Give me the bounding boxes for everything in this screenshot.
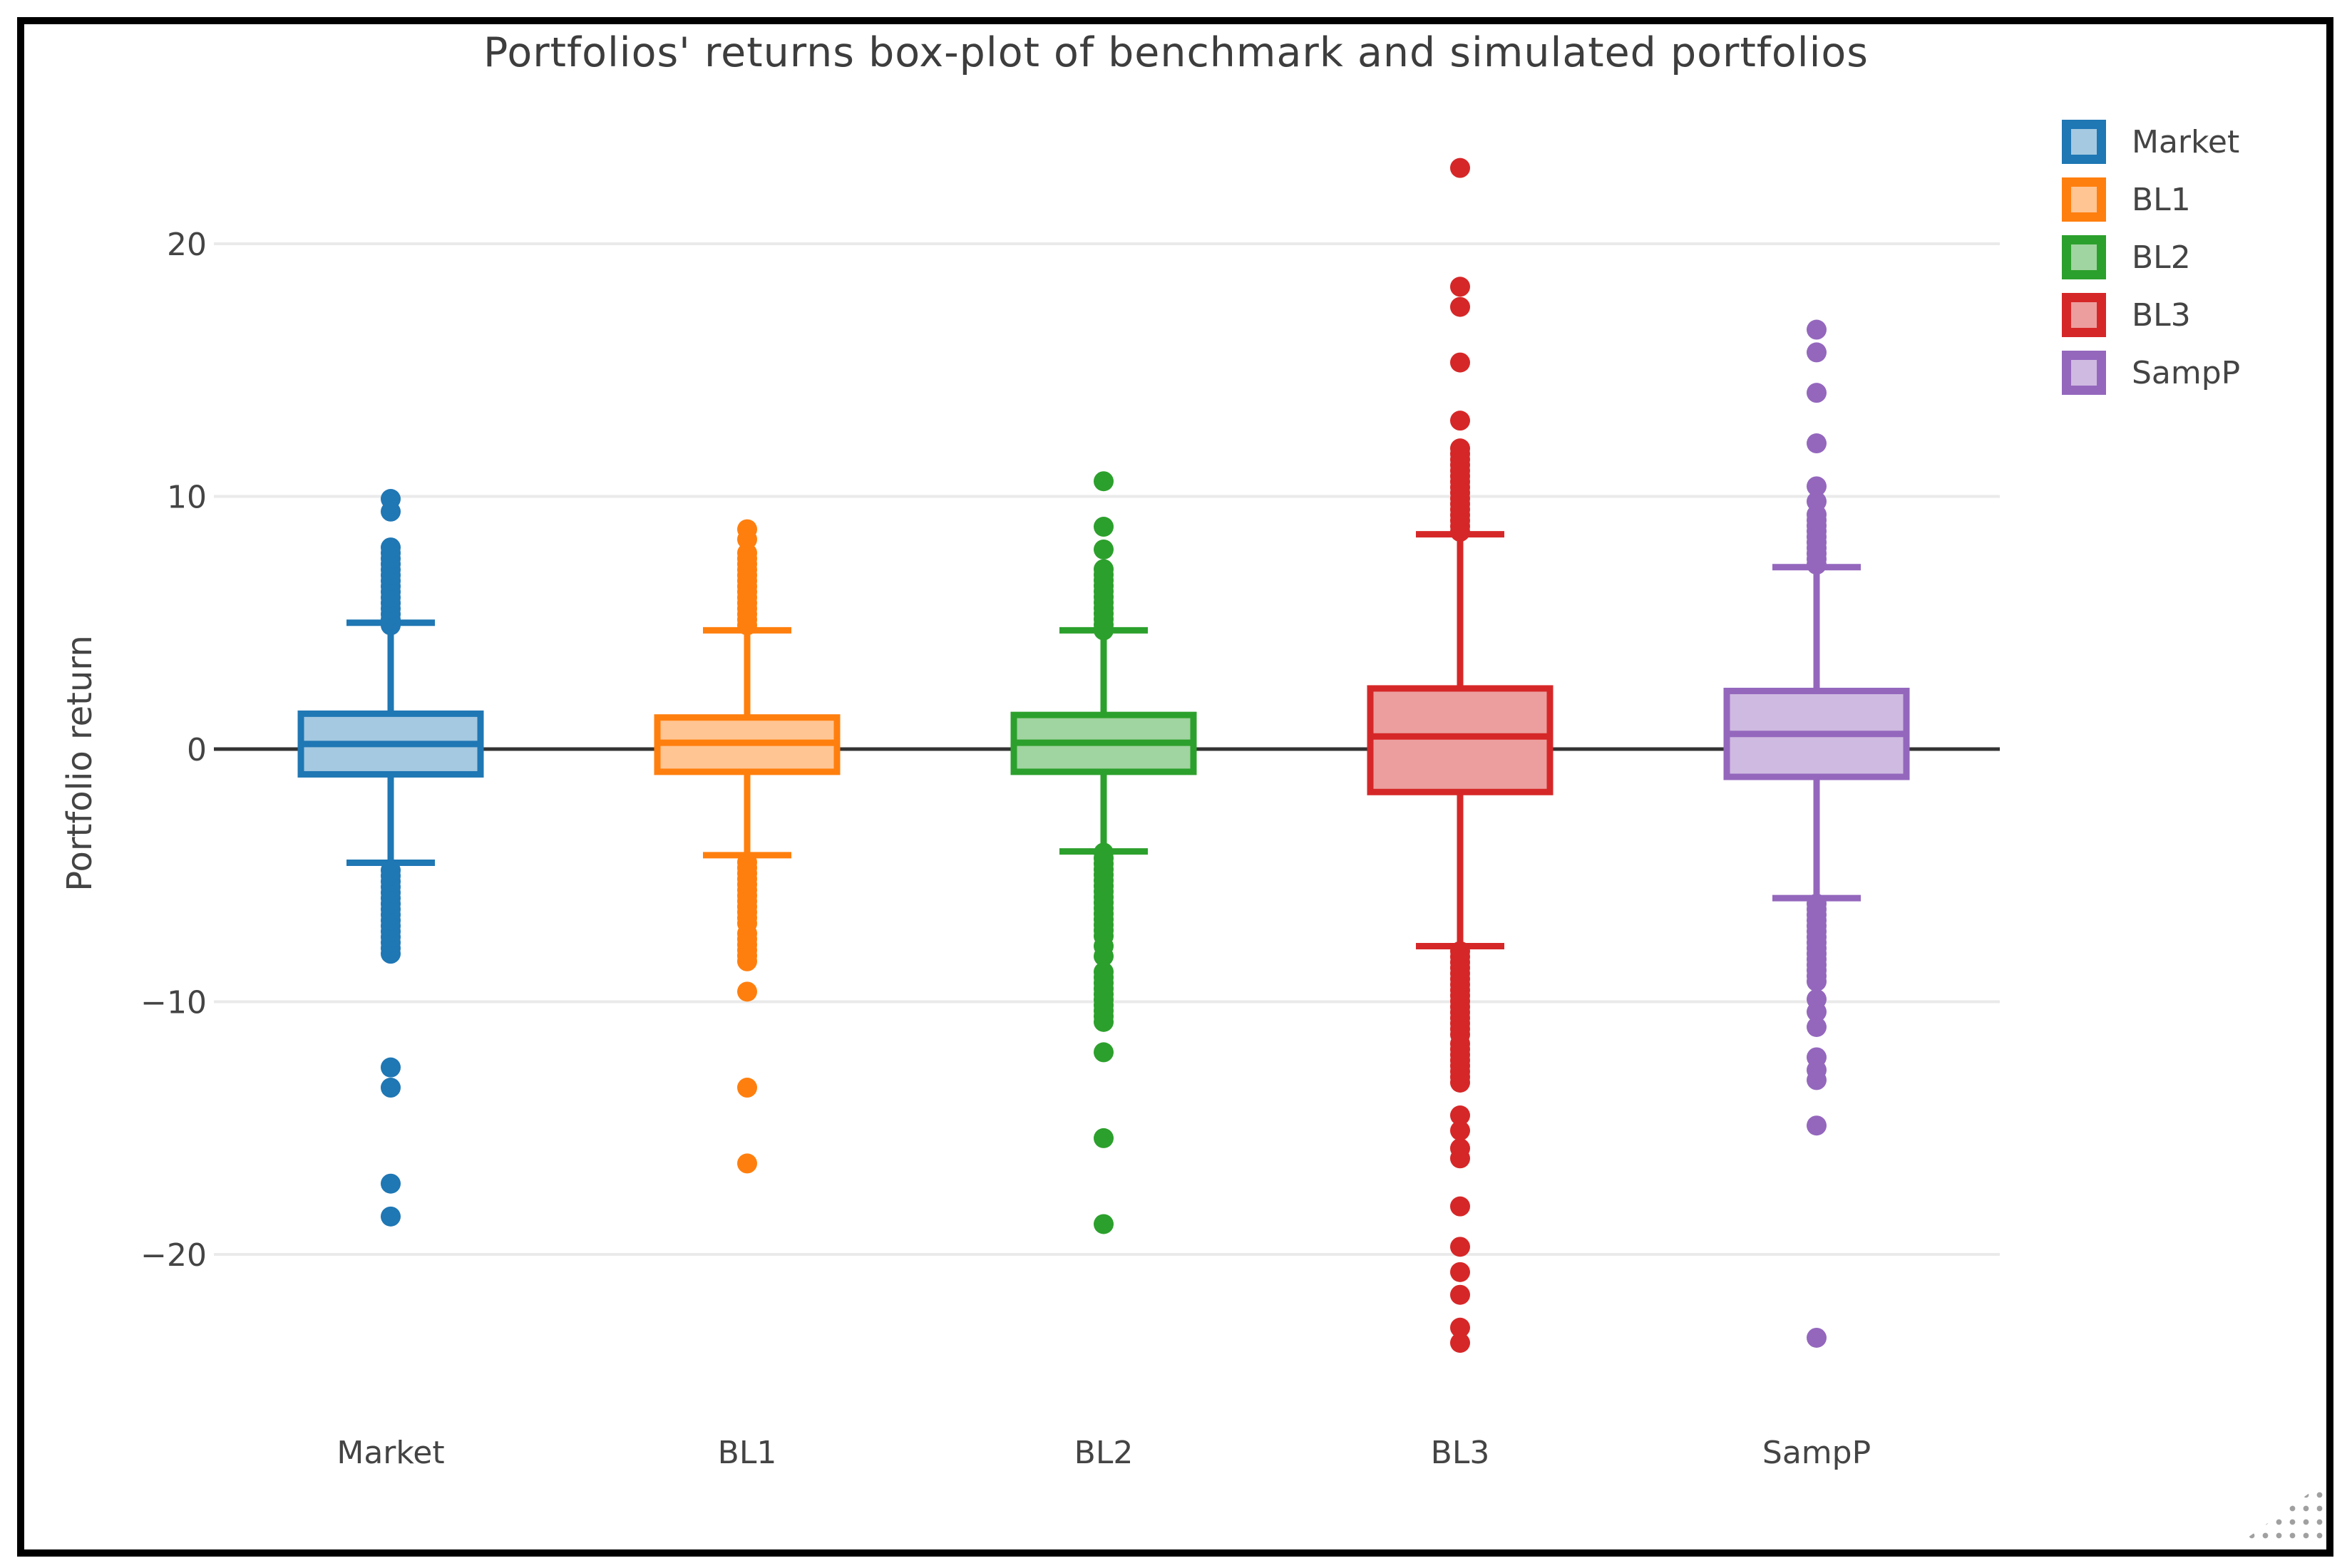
y-axis-title: Portfolio return [60, 635, 100, 892]
outlier-dot [1450, 1333, 1470, 1353]
outlier-dot [1807, 1327, 1827, 1348]
outlier-dot [1450, 158, 1470, 178]
outlier-dot [1450, 1033, 1470, 1054]
outlier-dot [1450, 277, 1470, 297]
box-bl3[interactable] [1367, 158, 1554, 1353]
outlier-dot [1094, 1128, 1114, 1148]
outlier-dot [381, 860, 401, 881]
legend-label: BL2 [2132, 239, 2191, 276]
outlier-dot [737, 981, 757, 1002]
outlier-dot [1094, 471, 1114, 492]
y-tick-label: 0 [187, 732, 207, 768]
box-market[interactable] [297, 489, 484, 1227]
legend-swatch-icon [2062, 293, 2106, 337]
outlier-dot [1450, 296, 1470, 317]
outlier-dot [1094, 517, 1114, 537]
window-frame [17, 17, 2333, 1557]
outlier-dot [381, 1206, 401, 1227]
y-tick-label: 20 [167, 227, 207, 263]
outlier-dot [381, 1078, 401, 1098]
outlier-dot [1450, 1120, 1470, 1141]
outlier-dot [737, 852, 757, 872]
legend-label: Market [2132, 123, 2240, 160]
outlier-dot [1450, 1196, 1470, 1217]
outlier-dot [1094, 559, 1114, 579]
outlier-dot [1807, 1115, 1827, 1136]
outlier-dot [1094, 961, 1114, 982]
outlier-dot [1807, 433, 1827, 454]
outlier-dot [1450, 1262, 1470, 1282]
x-tick-label-bl1: BL1 [718, 1435, 777, 1471]
box-sampp[interactable] [1723, 319, 1910, 1348]
outlier-dot [1094, 1042, 1114, 1063]
outlier-dot [1807, 1070, 1827, 1090]
outlier-dot [1450, 1237, 1470, 1257]
legend-label: SampP [2132, 354, 2241, 391]
outlier-dot [737, 542, 757, 563]
outlier-dot [1450, 352, 1470, 373]
outlier-dot [1450, 1148, 1470, 1169]
box-bl1[interactable] [654, 519, 841, 1174]
legend-item-bl2[interactable]: BL2 [2062, 235, 2240, 279]
outlier-dot [1094, 946, 1114, 966]
outlier-dot [1094, 842, 1114, 863]
outlier-dot [737, 1078, 757, 1098]
y-tick-label: −10 [140, 985, 207, 1021]
legend: Market BL1 BL2 BL3 SampP [2062, 120, 2240, 408]
outlier-dot [381, 1173, 401, 1194]
legend-swatch-icon [2062, 351, 2106, 395]
legend-label: BL1 [2132, 181, 2191, 218]
legend-swatch-icon [2062, 120, 2106, 164]
chart-title: Portfolios' returns box-plot of benchmar… [483, 29, 1869, 76]
legend-item-bl3[interactable]: BL3 [2062, 293, 2240, 337]
legend-label: BL3 [2132, 296, 2191, 334]
outlier-dot [1807, 342, 1827, 363]
outlier-dot [1807, 476, 1827, 497]
outlier-dot [1807, 1001, 1827, 1022]
iqr-box [1367, 685, 1554, 795]
outlier-dot [1807, 319, 1827, 340]
legend-item-market[interactable]: Market [2062, 120, 2240, 164]
x-tick-label-market: Market [337, 1435, 444, 1471]
outlier-dot [1450, 1284, 1470, 1305]
legend-swatch-icon [2062, 177, 2106, 222]
outlier-dot [1450, 1105, 1470, 1126]
y-tick-label: −20 [140, 1237, 207, 1274]
legend-item-sampp[interactable]: SampP [2062, 351, 2240, 395]
outlier-dot [381, 537, 401, 558]
outlier-dot [381, 1057, 401, 1078]
outlier-dot [737, 923, 757, 944]
outlier-dot [1450, 411, 1470, 431]
outlier-dot [1807, 893, 1827, 914]
x-tick-label-bl3: BL3 [1431, 1435, 1490, 1471]
outlier-dot [1094, 1214, 1114, 1234]
y-tick-label: 10 [167, 480, 207, 516]
outlier-dot [1807, 505, 1827, 525]
outlier-dot [1807, 1016, 1827, 1037]
outlier-dot [1450, 941, 1470, 961]
x-tick-label-bl2: BL2 [1074, 1435, 1134, 1471]
outlier-dot [1450, 1317, 1470, 1338]
outlier-dot [381, 501, 401, 522]
legend-swatch-icon [2062, 235, 2106, 279]
outlier-dot [737, 1153, 757, 1174]
outlier-dot [1450, 438, 1470, 459]
outlier-dot [1094, 539, 1114, 559]
legend-item-bl1[interactable]: BL1 [2062, 177, 2240, 222]
x-tick-label-sampp: SampP [1762, 1435, 1871, 1471]
outlier-dot [737, 529, 757, 550]
outlier-dot [1807, 383, 1827, 403]
box-bl2[interactable] [1010, 471, 1197, 1234]
